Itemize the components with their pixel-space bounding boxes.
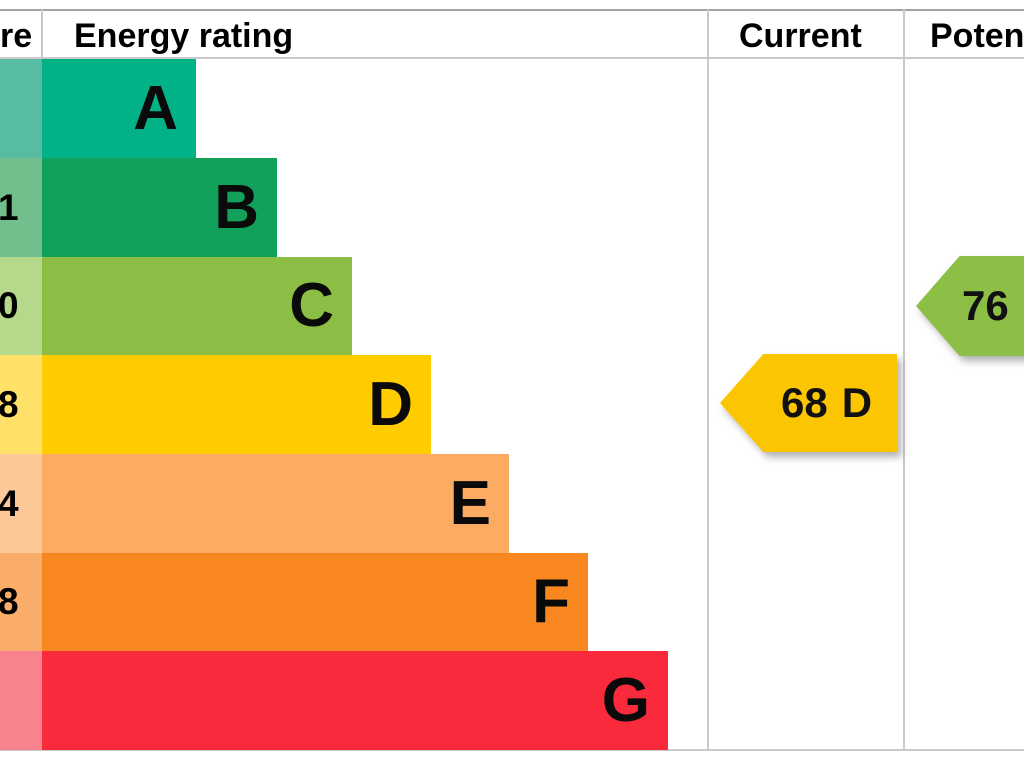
- score-column-header: re: [0, 17, 33, 55]
- current-column-divider: [707, 9, 709, 751]
- energy-rating-header: Energy rating: [74, 17, 294, 55]
- band-d-score-cell: 8: [0, 355, 42, 454]
- bottom-border-line: [0, 749, 1024, 751]
- band-d-letter: D: [368, 369, 413, 439]
- band-b-score-cell: 1: [0, 158, 42, 257]
- band-b-bar: B: [42, 158, 277, 257]
- band-g-letter: G: [601, 665, 650, 735]
- band-f-bar: F: [42, 553, 588, 651]
- current-rating-text: 68 D: [781, 382, 872, 424]
- current-rating-arrow-icon: 68 D: [720, 354, 897, 452]
- potential-column-header: Poten: [930, 17, 1024, 55]
- band-c-bar: C: [42, 257, 352, 355]
- score-column-divider: [41, 9, 43, 57]
- band-g-score-cell: [0, 651, 42, 750]
- band-e-bar: E: [42, 454, 509, 553]
- current-score: 68: [780, 379, 828, 426]
- band-e-letter: E: [449, 468, 491, 538]
- band-c-score-cell: 0: [0, 257, 42, 355]
- band-c-letter: C: [289, 271, 334, 340]
- band-row-a: A: [0, 59, 1024, 158]
- band-b-score: 1: [0, 186, 19, 228]
- band-c-score: 0: [0, 285, 19, 326]
- potential-rating-arrow-icon: 76: [916, 256, 1024, 356]
- current-column-header: Current: [739, 17, 862, 55]
- band-row-g: G: [0, 651, 1024, 750]
- band-row-e: 4 E: [0, 454, 1024, 553]
- band-a-letter: A: [133, 73, 178, 143]
- band-a-score-cell: [0, 59, 42, 158]
- potential-score: 76: [962, 282, 1009, 329]
- band-e-score-cell: 4: [0, 454, 42, 553]
- current-rating-marker: 68 D: [720, 354, 897, 452]
- band-f-score: 8: [0, 581, 19, 622]
- band-row-b: 1 B: [0, 158, 1024, 257]
- potential-column-divider: [903, 9, 905, 751]
- band-f-score-cell: 8: [0, 553, 42, 651]
- band-g-bar: G: [42, 651, 668, 750]
- band-f-letter: F: [532, 567, 570, 636]
- band-e-score: 4: [0, 482, 19, 524]
- header-divider-line: [0, 57, 1024, 59]
- band-a-bar: A: [42, 59, 196, 158]
- band-b-letter: B: [214, 172, 259, 242]
- potential-rating-text: 76: [962, 285, 1009, 327]
- band-d-score: 8: [0, 383, 19, 425]
- band-row-d: 8 D: [0, 355, 1024, 454]
- current-band: D: [841, 379, 873, 426]
- potential-rating-marker: 76: [916, 256, 1024, 356]
- top-border-line: [0, 9, 1024, 11]
- band-row-f: 8 F: [0, 553, 1024, 651]
- band-d-bar: D: [42, 355, 431, 454]
- band-row-c: 0 C: [0, 257, 1024, 355]
